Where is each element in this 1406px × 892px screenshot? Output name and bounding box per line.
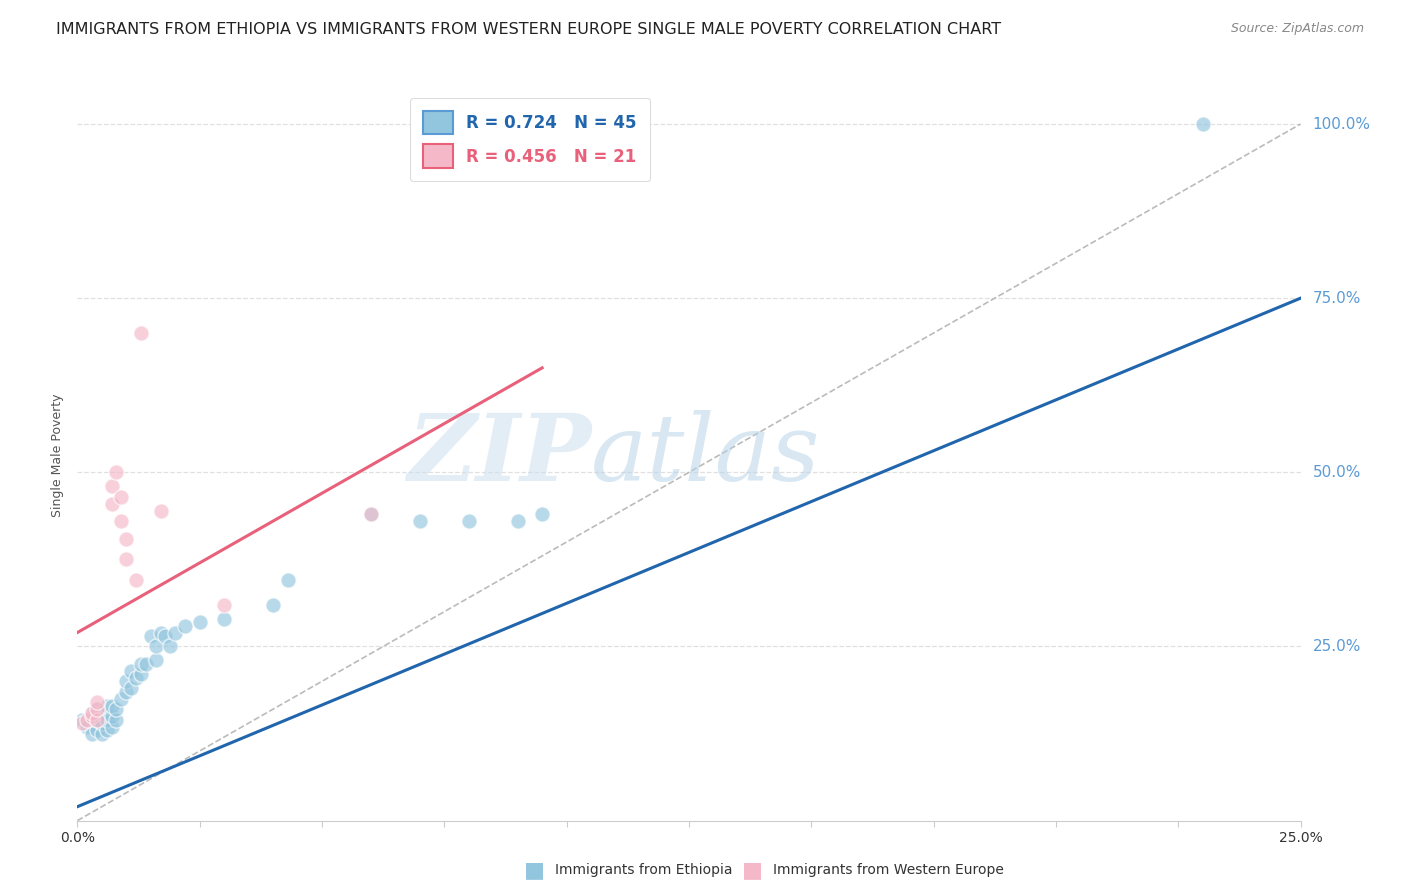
- Text: Immigrants from Western Europe: Immigrants from Western Europe: [773, 863, 1004, 877]
- Point: [457, 514, 479, 528]
- Point: [188, 615, 211, 629]
- Point: [149, 625, 172, 640]
- Text: ■: ■: [742, 860, 762, 880]
- Point: [80, 706, 103, 720]
- Point: [409, 514, 432, 528]
- Point: [159, 640, 181, 654]
- Text: IMMIGRANTS FROM ETHIOPIA VS IMMIGRANTS FROM WESTERN EUROPE SINGLE MALE POVERTY C: IMMIGRANTS FROM ETHIOPIA VS IMMIGRANTS F…: [56, 22, 1001, 37]
- Point: [80, 726, 103, 740]
- Text: ZIP: ZIP: [406, 410, 591, 500]
- Text: Source: ZipAtlas.com: Source: ZipAtlas.com: [1230, 22, 1364, 36]
- Point: [105, 713, 128, 727]
- Text: 75.0%: 75.0%: [1313, 291, 1361, 306]
- Point: [86, 702, 108, 716]
- Point: [457, 117, 479, 131]
- Point: [96, 713, 118, 727]
- Text: ■: ■: [524, 860, 544, 880]
- Y-axis label: Single Male Poverty: Single Male Poverty: [51, 393, 65, 516]
- Legend: R = 0.724   N = 45, R = 0.456   N = 21: R = 0.724 N = 45, R = 0.456 N = 21: [409, 97, 650, 181]
- Text: Immigrants from Ethiopia: Immigrants from Ethiopia: [555, 863, 733, 877]
- Point: [129, 657, 152, 671]
- Point: [129, 326, 152, 340]
- Point: [482, 117, 505, 131]
- Point: [76, 720, 98, 734]
- Point: [212, 598, 235, 612]
- Point: [100, 479, 122, 493]
- Point: [531, 507, 554, 521]
- Point: [96, 723, 118, 737]
- Point: [360, 507, 382, 521]
- Point: [115, 674, 138, 689]
- Text: 25.0%: 25.0%: [1313, 639, 1361, 654]
- Point: [115, 552, 138, 566]
- Point: [115, 532, 138, 546]
- Point: [135, 657, 157, 671]
- Point: [277, 574, 299, 588]
- Text: atlas: atlas: [591, 410, 821, 500]
- Point: [139, 629, 162, 643]
- Point: [76, 713, 98, 727]
- Point: [155, 629, 177, 643]
- Point: [174, 618, 197, 632]
- Text: 50.0%: 50.0%: [1313, 465, 1361, 480]
- Point: [433, 117, 456, 131]
- Point: [145, 640, 167, 654]
- Point: [90, 716, 112, 731]
- Point: [1191, 117, 1213, 131]
- Point: [125, 574, 148, 588]
- Point: [96, 698, 118, 713]
- Point: [110, 691, 132, 706]
- Point: [105, 702, 128, 716]
- Point: [70, 716, 93, 731]
- Point: [110, 514, 132, 528]
- Point: [100, 709, 122, 723]
- Point: [80, 706, 103, 720]
- Point: [100, 720, 122, 734]
- Point: [506, 514, 529, 528]
- Point: [86, 713, 108, 727]
- Point: [90, 706, 112, 720]
- Point: [105, 466, 128, 480]
- Point: [120, 681, 142, 696]
- Point: [86, 702, 108, 716]
- Point: [90, 726, 112, 740]
- Point: [129, 667, 152, 681]
- Point: [120, 664, 142, 678]
- Point: [262, 598, 284, 612]
- Point: [100, 698, 122, 713]
- Point: [145, 653, 167, 667]
- Point: [360, 507, 382, 521]
- Point: [86, 695, 108, 709]
- Point: [110, 490, 132, 504]
- Point: [86, 723, 108, 737]
- Point: [100, 497, 122, 511]
- Text: 100.0%: 100.0%: [1313, 117, 1371, 131]
- Point: [70, 713, 93, 727]
- Point: [165, 625, 187, 640]
- Point: [115, 685, 138, 699]
- Point: [125, 671, 148, 685]
- Point: [86, 713, 108, 727]
- Point: [149, 503, 172, 517]
- Point: [212, 612, 235, 626]
- Point: [80, 709, 103, 723]
